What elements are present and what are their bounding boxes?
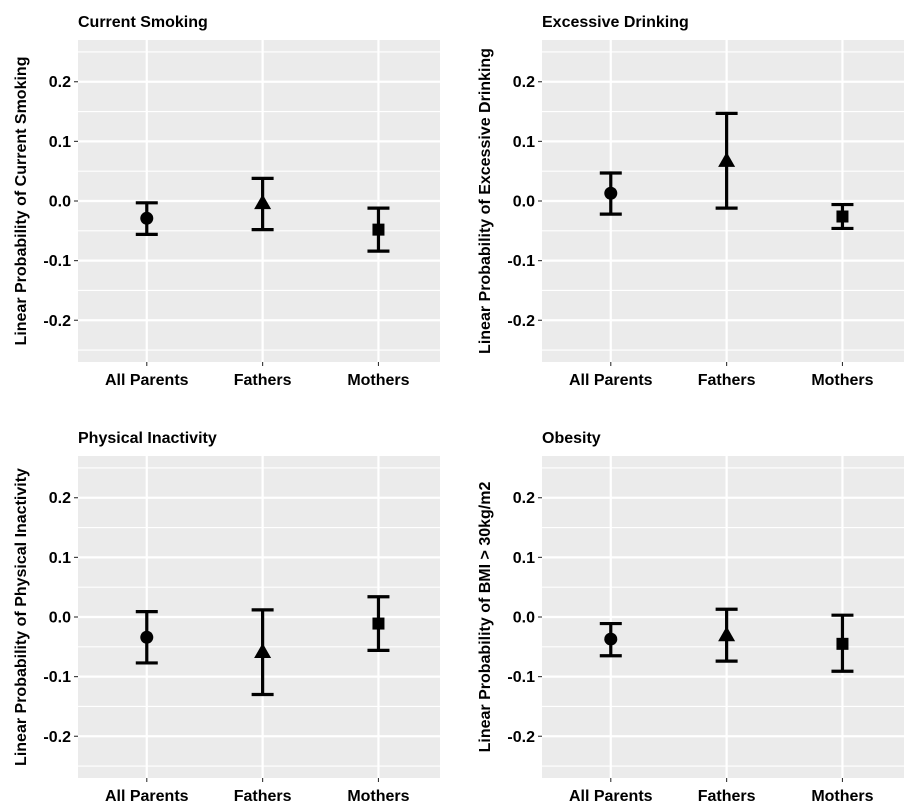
y-tick-label: -0.2 — [43, 313, 71, 330]
y-tick-label: 0.0 — [49, 194, 71, 211]
x-tick-label: Mothers — [811, 788, 873, 803]
panel-4: -0.2 -0.1 0.0 0.1 0.2 All Parents Fathers Mothe… — [477, 430, 904, 803]
point-square — [372, 617, 385, 630]
x-tick-label: Fathers — [698, 788, 756, 803]
y-tick-label: 0.2 — [513, 74, 535, 91]
y-tick-label: 0.1 — [49, 134, 71, 151]
y-tick-label: 0.1 — [49, 550, 71, 567]
point-triangle — [254, 194, 272, 210]
x-tick-label: Mothers — [347, 372, 409, 389]
y-tick-label: 0.2 — [49, 74, 71, 91]
x-tick-label: Mothers — [811, 372, 873, 389]
y-axis-label: Linear Probability of BMI > 30kg/m2 — [477, 482, 494, 753]
x-tick-label: Fathers — [698, 372, 756, 389]
y-tick-label: -0.1 — [43, 669, 71, 686]
y-tick-label: -0.1 — [43, 253, 71, 270]
y-tick-label: -0.2 — [43, 729, 71, 746]
point-square — [836, 637, 849, 650]
panel-title: Excessive Drinking — [542, 14, 689, 31]
point-square — [372, 223, 385, 236]
point-circle — [140, 630, 154, 644]
panel-2: -0.2 -0.1 0.0 0.1 0.2 All Parents Fathers Mothe… — [477, 14, 904, 389]
point-triangle — [718, 151, 736, 167]
y-tick-label: 0.0 — [513, 610, 535, 627]
y-tick-label: -0.1 — [507, 253, 535, 270]
point-circle — [604, 632, 618, 646]
y-tick-label: 0.2 — [513, 490, 535, 507]
x-tick-label: Fathers — [234, 372, 292, 389]
y-tick-label: 0.1 — [513, 550, 535, 567]
panel-title: Current Smoking — [78, 14, 208, 31]
y-axis-label: Linear Probability of Excessive Drinking — [477, 48, 494, 354]
point-circle — [140, 211, 154, 225]
panel-3: -0.2 -0.1 0.0 0.1 0.2 All Parents Fathers Mothe… — [13, 430, 440, 803]
x-tick-label: Fathers — [234, 788, 292, 803]
x-tick-label: All Parents — [569, 372, 653, 389]
panel-title: Physical Inactivity — [78, 430, 217, 447]
y-tick-label: -0.1 — [507, 669, 535, 686]
y-tick-label: -0.2 — [507, 729, 535, 746]
x-tick-label: Mothers — [347, 788, 409, 803]
point-circle — [604, 186, 618, 200]
y-axis-label: Linear Probability of Physical Inactivit… — [13, 468, 30, 766]
panel-title: Obesity — [542, 430, 601, 447]
y-tick-label: 0.1 — [513, 134, 535, 151]
point-triangle — [718, 626, 736, 642]
x-tick-label: All Parents — [105, 372, 189, 389]
x-tick-label: All Parents — [569, 788, 653, 803]
x-tick-label: All Parents — [105, 788, 189, 803]
y-tick-label: 0.0 — [513, 194, 535, 211]
y-axis-label: Linear Probability of Current Smoking — [13, 57, 30, 346]
point-square — [836, 210, 849, 223]
point-triangle — [254, 643, 272, 658]
y-tick-label: -0.2 — [507, 313, 535, 330]
y-tick-label: 0.2 — [49, 490, 71, 507]
y-tick-label: 0.0 — [49, 610, 71, 627]
panel-1: -0.2 -0.1 0.0 0.1 0.2 All Parents Fathers Mothe… — [13, 14, 440, 389]
